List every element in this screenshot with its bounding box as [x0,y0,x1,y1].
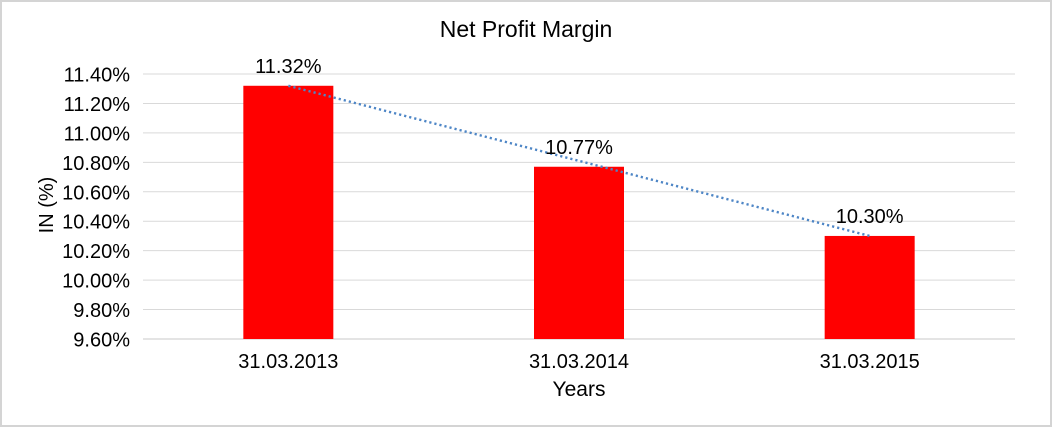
bar-data-label: 11.32% [255,56,322,78]
y-tick-label: 10.60% [62,182,130,204]
bar-31.03.2013 [243,85,334,340]
y-tick-label: 10.80% [62,153,130,175]
y-tick-label: 9.80% [73,300,130,322]
bar-data-label: 10.30% [836,206,904,228]
y-tick-label: 10.00% [62,271,130,293]
y-tick-label: 10.20% [62,241,130,263]
bar-31.03.2014 [534,166,624,339]
y-tick-label: 9.60% [73,330,130,352]
bar-data-label: 10.77% [545,137,613,159]
x-tick-label: 31.03.2015 [820,351,920,373]
x-tick-label: 31.03.2014 [529,351,629,373]
y-tick-label: 11.00% [64,123,131,145]
x-tick-label: 31.03.2013 [238,351,338,373]
bar-31.03.2015 [824,235,915,339]
x-axis-title: Years [552,378,606,401]
trendline [288,84,870,238]
y-tick-label: 11.40% [64,65,131,87]
y-tick-label: 11.20% [64,94,131,116]
y-tick-label: 10.40% [62,212,130,234]
chart-title: Net Profit Margin [439,16,613,42]
